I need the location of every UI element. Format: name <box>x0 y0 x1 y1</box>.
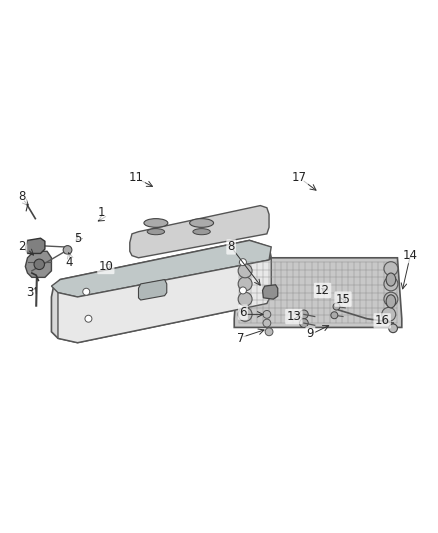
Text: 5: 5 <box>74 232 81 245</box>
Text: 11: 11 <box>129 171 144 184</box>
Polygon shape <box>138 279 167 300</box>
Text: 2: 2 <box>18 240 26 253</box>
Circle shape <box>263 310 271 318</box>
Text: 14: 14 <box>403 249 418 262</box>
Circle shape <box>300 319 308 327</box>
Circle shape <box>240 259 247 265</box>
Circle shape <box>384 277 398 291</box>
Circle shape <box>63 246 72 254</box>
Circle shape <box>331 312 338 319</box>
Circle shape <box>265 328 273 336</box>
Text: 15: 15 <box>336 293 350 305</box>
Polygon shape <box>51 240 271 297</box>
Text: 10: 10 <box>99 260 113 273</box>
Circle shape <box>85 315 92 322</box>
Text: 4: 4 <box>65 256 73 269</box>
Circle shape <box>238 277 252 291</box>
Ellipse shape <box>386 273 396 286</box>
Text: 8: 8 <box>227 240 235 253</box>
Text: 16: 16 <box>374 314 390 327</box>
Ellipse shape <box>147 229 165 235</box>
Text: 17: 17 <box>292 171 307 184</box>
Circle shape <box>238 292 252 306</box>
Ellipse shape <box>144 219 168 228</box>
Text: 3: 3 <box>26 286 33 299</box>
Circle shape <box>384 292 398 306</box>
Polygon shape <box>234 258 402 327</box>
Text: 13: 13 <box>286 310 301 323</box>
Circle shape <box>389 324 397 333</box>
Polygon shape <box>130 206 269 258</box>
Polygon shape <box>51 240 271 343</box>
Text: 1: 1 <box>98 206 105 219</box>
Circle shape <box>382 308 396 321</box>
Circle shape <box>384 262 398 276</box>
Polygon shape <box>58 258 271 343</box>
Circle shape <box>300 310 308 319</box>
Ellipse shape <box>190 219 214 228</box>
Ellipse shape <box>193 229 210 235</box>
Ellipse shape <box>386 295 396 308</box>
Text: 8: 8 <box>18 190 26 204</box>
Polygon shape <box>262 285 278 299</box>
Circle shape <box>83 288 90 295</box>
Polygon shape <box>25 251 51 277</box>
Text: 12: 12 <box>315 284 330 297</box>
Text: 7: 7 <box>237 332 244 345</box>
Circle shape <box>238 264 252 278</box>
Polygon shape <box>25 238 45 254</box>
Circle shape <box>263 319 271 327</box>
Circle shape <box>238 308 252 321</box>
Circle shape <box>333 303 340 310</box>
Text: 6: 6 <box>239 306 247 319</box>
Text: 9: 9 <box>307 327 314 341</box>
Circle shape <box>34 259 45 270</box>
Circle shape <box>240 287 247 294</box>
